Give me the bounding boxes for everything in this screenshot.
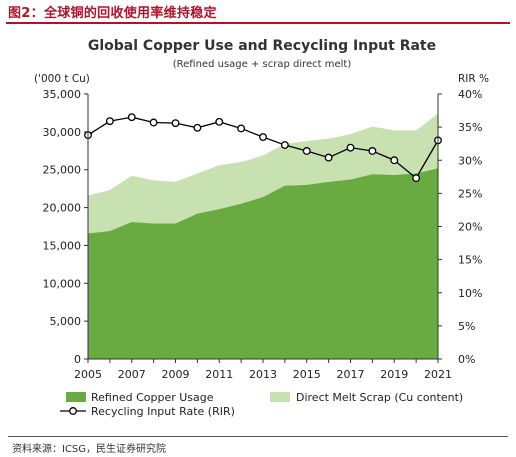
legend: Refined Copper Usage Direct Melt Scrap (C… [60,391,463,418]
x-axis-tick-label: 2013 [249,368,277,381]
left-axis-tick-label: 20,000 [43,202,82,215]
rir-point [302,147,311,155]
figure-label: 图2：全球铜的回收使用率维持稳定 [8,6,217,21]
figure-footer: 资料来源：ICSG，民生证券研究院 [8,436,508,455]
source-note: 资料来源：ICSG，民生证券研究院 [12,444,167,455]
rir-point [368,147,377,155]
legend-marker-rir [69,407,77,415]
legend-swatch-refined [66,392,86,402]
refined-usage-area [88,168,438,359]
left-axis-tick-label: 35,000 [43,88,82,101]
rir-point [171,119,180,128]
plot-area [84,113,442,359]
left-axis-unit-label: ('000 t Cu) [34,73,90,85]
x-axis-tick-label: 2017 [337,368,365,381]
figure-header: 图2：全球铜的回收使用率维持稳定 [6,0,510,24]
right-axis-tick-label: 0% [458,353,475,366]
axes: 0 5,000 10,000 15,000 20,000 25,000 30,000 35,0… [43,88,483,381]
x-axis-tick-label: 2005 [74,368,102,381]
rir-point [390,156,399,165]
rir-point [346,143,355,152]
legend-label-rir: Recycling Input Rate (RIR) [91,405,235,418]
legend-label-scrap: Direct Melt Scrap (Cu content) [296,391,463,404]
rir-point [324,153,333,162]
copper-chart: Global Copper Use and Recycling Input Ra… [34,38,489,418]
x-axis-tick-label: 2015 [293,368,321,381]
x-axis-tick-label: 2021 [424,368,452,381]
scrap-area [88,113,438,234]
right-axis-tick-label: 25% [458,187,482,200]
right-axis-tick-label: 10% [458,287,482,300]
x-axis-tick-label: 2011 [205,368,233,381]
rir-point [105,117,114,126]
rir-point [127,113,136,122]
legend-label-refined: Refined Copper Usage [91,391,214,404]
rir-point [193,123,202,132]
right-axis-tick-label: 30% [458,154,482,167]
rir-point [237,124,246,133]
left-axis-tick-label: 0 [74,353,81,366]
left-axis-tick-label: 10,000 [43,277,82,290]
right-axis-tick-label: 40% [458,88,482,101]
rir-point [280,141,289,149]
right-axis-tick-label: 35% [458,121,482,134]
right-axis-tick-label: 15% [458,254,482,267]
left-axis-tick-label: 30,000 [43,126,82,139]
left-axis-tick-label: 5,000 [50,315,82,328]
rir-point [259,133,267,142]
rir-point [215,117,224,126]
x-axis-tick-label: 2009 [162,368,190,381]
right-axis-tick-label: 5% [458,320,475,333]
x-axis-tick-label: 2007 [118,368,146,381]
chart-title: Global Copper Use and Recycling Input Ra… [88,38,436,54]
rir-point [412,174,421,183]
legend-swatch-scrap [270,392,290,402]
left-axis-tick-label: 15,000 [43,239,82,252]
right-axis-tick-label: 20% [458,221,482,234]
chart-subtitle: (Refined usage + scrap direct melt) [173,59,352,70]
left-axis-tick-label: 25,000 [43,164,82,177]
right-axis-unit-label: RIR % [458,73,489,85]
rir-point [149,118,158,127]
x-axis-tick-label: 2019 [380,368,408,381]
